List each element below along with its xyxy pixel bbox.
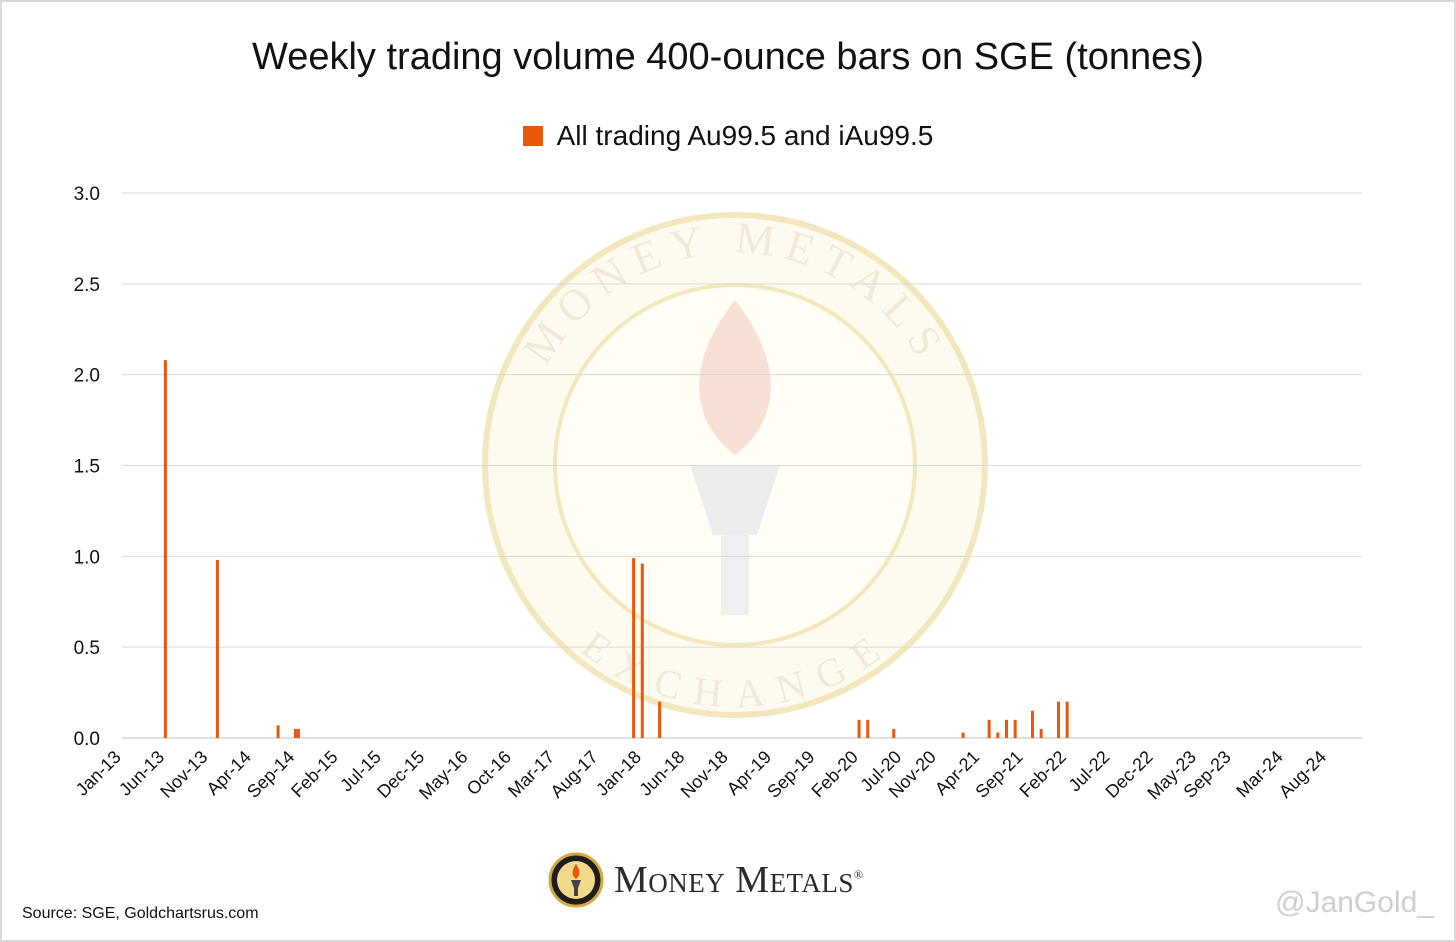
brand-name-text: Money Metals [614, 859, 854, 901]
bar [1065, 701, 1069, 738]
x-tick-label: Feb-22 [1016, 747, 1070, 801]
x-tick-label: Feb-15 [287, 747, 341, 801]
x-tick-label: Jan-18 [592, 747, 645, 800]
x-tick-label: Feb-20 [807, 747, 861, 801]
bar [293, 728, 297, 738]
x-axis-ticks: Jan-13Jun-13Nov-13Apr-14Sep-14Feb-15Jul-… [72, 747, 1330, 804]
bar [857, 719, 861, 738]
legend-swatch [522, 126, 543, 146]
y-tick-label: 0.0 [74, 729, 100, 750]
bar [1013, 719, 1017, 738]
watermark-flame [699, 300, 771, 455]
watermark-torch-handle [721, 535, 749, 615]
x-tick-label: Aug-17 [547, 747, 602, 802]
bar [1039, 728, 1043, 738]
bar [276, 725, 280, 738]
bar [961, 732, 965, 738]
legend: All trading Au99.5 and iAu99.5 [0, 120, 1456, 152]
bar [892, 728, 896, 738]
x-tick-label: Nov-13 [156, 747, 211, 802]
y-tick-label: 2.5 [74, 275, 100, 296]
torch-icon [548, 852, 604, 908]
y-tick-label: 0.5 [74, 638, 100, 659]
y-tick-label: 3.0 [74, 184, 100, 205]
bars [163, 360, 1069, 738]
x-tick-label: Sep-14 [243, 747, 298, 802]
x-tick-label: Sep-19 [763, 747, 818, 802]
x-tick-label: Nov-18 [677, 747, 732, 802]
chart-title: Weekly trading volume 400-ounce bars on … [252, 36, 1204, 78]
x-tick-label: Jan-13 [72, 747, 125, 800]
bar [296, 728, 300, 738]
x-tick-label: Aug-24 [1275, 747, 1330, 802]
bar [658, 701, 662, 738]
y-axis-ticks: 0.0 0.5 1.0 1.5 2.0 2.5 3.0 [74, 184, 100, 750]
legend-label: All trading Au99.5 and iAu99.5 [556, 120, 934, 151]
x-tick-label: May-16 [415, 747, 472, 804]
bar [996, 732, 1000, 738]
bar [987, 719, 991, 738]
bar [1057, 701, 1061, 738]
x-tick-label: Sep-21 [971, 747, 1026, 802]
y-tick-label: 1.0 [74, 547, 100, 568]
bar [1030, 710, 1034, 738]
y-tick-label: 1.5 [74, 457, 100, 478]
bar [163, 360, 167, 738]
bar [640, 563, 644, 738]
bar [215, 559, 219, 738]
bar [632, 558, 636, 738]
brand-logo: Money Metals® [548, 852, 864, 908]
author-handle: @JanGold_ [1275, 886, 1434, 919]
source-note: Source: SGE, Goldchartsrus.com [22, 905, 259, 922]
brand-registered-mark: ® [853, 867, 864, 882]
bar [866, 719, 870, 738]
x-tick-label: Mar-24 [1232, 747, 1286, 801]
x-tick-label: Mar-17 [504, 747, 558, 801]
y-tick-label: 2.0 [74, 366, 100, 387]
watermark-torch-cup [690, 465, 780, 535]
gridlines [122, 192, 1362, 739]
bar [1004, 719, 1008, 738]
brand-name: Money Metals® [614, 858, 864, 902]
